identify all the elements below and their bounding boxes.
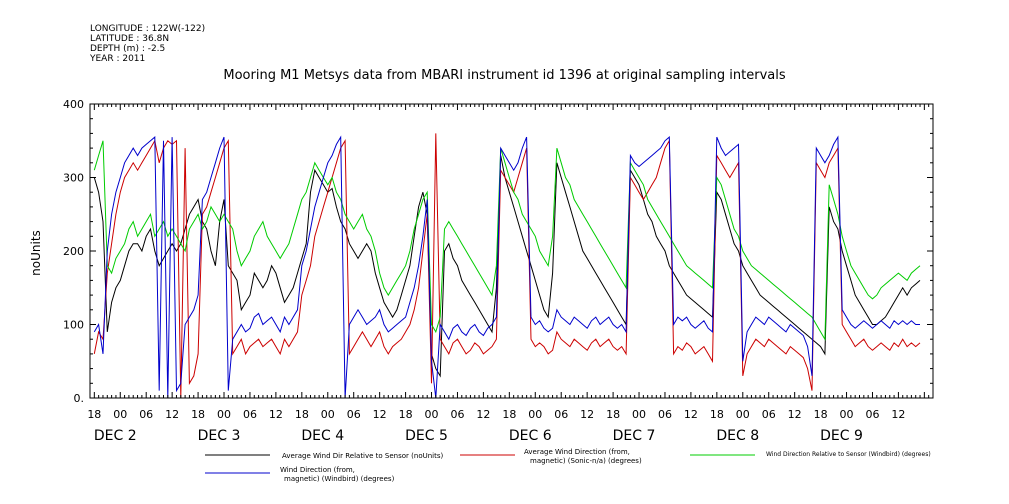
- x-tick-label: 18: [295, 408, 309, 421]
- x-tick-label: 06: [865, 408, 879, 421]
- x-tick-label: 06: [554, 408, 568, 421]
- x-tick-label: 06: [762, 408, 776, 421]
- series-line-3: [93, 140, 921, 341]
- y-tick-label: 0.: [74, 392, 85, 405]
- x-tick-label: 18: [87, 408, 101, 421]
- x-tick-label: 06: [347, 408, 361, 421]
- x-tick-label: 18: [502, 408, 516, 421]
- legend-label-2a: Average Wind Direction (from,: [524, 448, 630, 456]
- x-tick-label: 12: [580, 408, 594, 421]
- x-tick-label: 00: [528, 408, 542, 421]
- x-day-label: DEC 4: [301, 428, 344, 444]
- legend-label-4a: Wind Direction (from,: [280, 466, 355, 474]
- x-day-label: DEC 6: [509, 428, 552, 444]
- x-tick-label: 18: [710, 408, 724, 421]
- x-tick-label: 12: [476, 408, 490, 421]
- legend-label-1: Average Wind Dir Relative to Sensor (noU…: [282, 452, 443, 460]
- meta-latitude: LATITUDE : 36.8N: [90, 34, 170, 44]
- x-tick-label: 06: [243, 408, 257, 421]
- legend-label-3: Wind Direction Relative to Sensor (Windb…: [766, 451, 931, 458]
- x-day-label: DEC 7: [613, 428, 656, 444]
- series-line-2: [93, 133, 921, 399]
- x-tick-label: 00: [217, 408, 231, 421]
- x-tick-label: 12: [684, 408, 698, 421]
- x-tick-label: 00: [425, 408, 439, 421]
- x-day-label: DEC 8: [716, 428, 759, 444]
- y-tick-label: 300: [63, 172, 84, 185]
- x-tick-label: 06: [658, 408, 672, 421]
- x-tick-label: 12: [165, 408, 179, 421]
- x-day-label: DEC 5: [405, 428, 448, 444]
- series-line-4: [93, 135, 920, 399]
- x-tick-label: 00: [632, 408, 646, 421]
- x-tick-label: 18: [191, 408, 205, 421]
- meta-longitude: LONGITUDE : 122W(-122): [90, 24, 206, 34]
- x-tick-label: 00: [321, 408, 335, 421]
- x-tick-label: 06: [139, 408, 153, 421]
- x-tick-label: 00: [736, 408, 750, 421]
- series-line-1: [93, 155, 921, 378]
- legend-label-2b: magnetic) (Sonic-n/a) (degrees): [530, 457, 642, 465]
- y-tick-label: 100: [63, 319, 84, 332]
- x-day-label: DEC 3: [198, 428, 241, 444]
- x-tick-label: 00: [113, 408, 127, 421]
- x-tick-label: 12: [788, 408, 802, 421]
- meta-depth: DEPTH (m) : -2.5: [90, 44, 166, 54]
- x-tick-label: 18: [606, 408, 620, 421]
- y-tick-label: 200: [63, 245, 84, 258]
- x-day-label: DEC 2: [94, 428, 137, 444]
- meta-year: YEAR : 2011: [90, 54, 146, 64]
- x-tick-label: 12: [373, 408, 387, 421]
- x-day-label: DEC 9: [820, 428, 863, 444]
- chart-title: Mooring M1 Metsys data from MBARI instru…: [223, 68, 786, 83]
- y-tick-label: 400: [63, 98, 84, 111]
- x-tick-label: 18: [814, 408, 828, 421]
- x-tick-label: 00: [840, 408, 854, 421]
- legend-label-4b: magnetic) (Windbird) (degrees): [284, 475, 395, 483]
- x-tick-label: 12: [269, 408, 283, 421]
- x-tick-label: 12: [891, 408, 905, 421]
- x-tick-label: 18: [399, 408, 413, 421]
- x-tick-label: 06: [450, 408, 464, 421]
